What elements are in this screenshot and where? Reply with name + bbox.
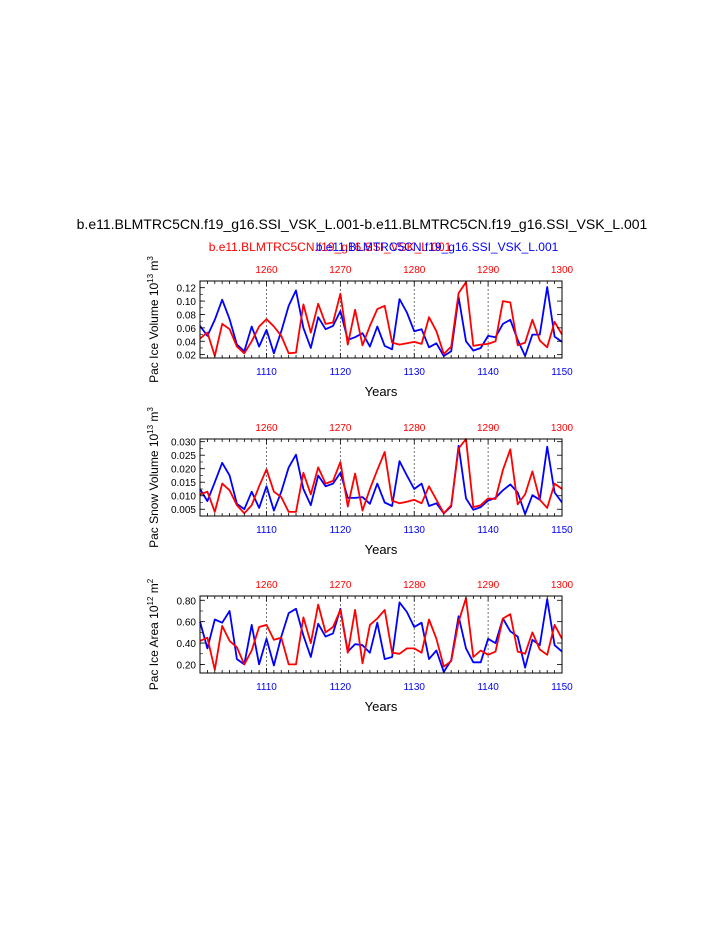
- y-axis-title-part: 3: [146, 256, 155, 261]
- y-tick-label: 0.04: [177, 337, 197, 348]
- y-tick-label: 0.06: [177, 324, 197, 335]
- series-line-red: [199, 438, 563, 515]
- x-tick-label-bottom: 1150: [551, 525, 573, 536]
- plot-frame: [199, 595, 563, 674]
- series-line-blue: [199, 598, 563, 673]
- x-tick-label-bottom: 1130: [403, 367, 425, 378]
- y-axis-title-part: Pac Ice Area 10: [147, 605, 161, 690]
- y-tick-label: 0.020: [171, 465, 196, 476]
- x-tick-label-top: 1280: [403, 265, 426, 276]
- y-tick-label: 0.08: [177, 310, 197, 321]
- chart-panel-1: 1110 1120 1130 1140 1150 1260 1270 1280 1290 1300…: [146, 256, 574, 399]
- y-tick-label: 0.030: [171, 438, 196, 449]
- series-line-red: [199, 281, 563, 357]
- x-tick-label-bottom: 1150: [551, 682, 573, 693]
- x-tick-label-top: 1300: [551, 265, 574, 276]
- y-axis-title-part: 12: [146, 596, 155, 605]
- y-tick-label: 0.015: [171, 478, 196, 489]
- x-tick-label-top: 1270: [329, 423, 352, 434]
- x-axis-title: Years: [365, 699, 398, 714]
- y-axis-title-part: m: [147, 261, 161, 274]
- y-axis-title-part: 13: [146, 273, 155, 282]
- case-label-blue: b.e11.BLMTRC5CN.f19_g16.SSI_VSK_L.001: [316, 240, 559, 254]
- y-axis-title: Pac Ice Volume 1013 m3: [146, 256, 161, 383]
- plot-frame: [199, 280, 563, 359]
- y-axis-title-part: Pac Snow Volume 10: [147, 433, 161, 547]
- x-tick-label-top: 1300: [551, 423, 574, 434]
- x-tick-label-bottom: 1110: [256, 682, 277, 693]
- x-tick-label-top: 1300: [551, 580, 574, 591]
- x-tick-label-bottom: 1140: [477, 682, 499, 693]
- y-tick-label: 0.12: [177, 284, 197, 295]
- chart-panel-2: 1110 1120 1130 1140 1150 1260 1270 1280 1290 1300…: [146, 407, 574, 557]
- x-tick-label-top: 1260: [255, 423, 278, 434]
- series-line-blue: [199, 286, 563, 357]
- plot-frame: [199, 438, 563, 517]
- x-axis-title: Years: [365, 384, 398, 399]
- x-tick-label-bottom: 1110: [256, 525, 277, 536]
- case-label-red: b.e11.BLMTRC5CN.f19_g16.SSI_VSK_L.001: [209, 240, 452, 254]
- x-tick-label-top: 1290: [477, 423, 500, 434]
- y-axis-title-part: 13: [146, 424, 155, 433]
- x-tick-label-top: 1270: [329, 580, 352, 591]
- y-axis-title: Pac Ice Area 1012 m2: [146, 578, 161, 690]
- y-tick-label: 0.025: [171, 451, 196, 462]
- y-tick-label: 0.02: [177, 351, 197, 362]
- y-tick-label: 0.005: [171, 505, 196, 516]
- x-axis-title: Years: [365, 542, 398, 557]
- x-tick-label-top: 1270: [329, 265, 352, 276]
- y-tick-label: 0.20: [177, 660, 197, 671]
- main-title: b.e11.BLMTRC5CN.f19_g16.SSI_VSK_L.001-b.…: [77, 216, 648, 232]
- chart-panel-3: 1110 1120 1130 1140 1150 1260 1270 1280 1290 1300…: [146, 578, 574, 714]
- chart-panels: 1110 1120 1130 1140 1150 1260 1270 1280 1290 1300…: [146, 256, 574, 714]
- y-tick-label: 0.40: [177, 639, 197, 650]
- y-tick-label: 0.010: [171, 492, 196, 503]
- x-tick-label-bottom: 1130: [403, 525, 425, 536]
- y-axis-title-part: m: [147, 583, 161, 596]
- x-tick-label-bottom: 1120: [330, 682, 352, 693]
- y-tick-label: 0.60: [177, 618, 197, 629]
- x-tick-label-top: 1260: [255, 265, 278, 276]
- x-tick-label-top: 1260: [255, 580, 278, 591]
- series-line-red: [199, 597, 563, 671]
- y-axis-title-part: m: [147, 412, 161, 425]
- x-tick-label-bottom: 1120: [330, 367, 352, 378]
- y-axis-title: Pac Snow Volume 1013 m3: [146, 407, 161, 548]
- x-tick-label-bottom: 1120: [330, 525, 352, 536]
- y-axis-title-part: 2: [146, 578, 155, 583]
- x-tick-label-bottom: 1150: [551, 367, 573, 378]
- y-tick-label: 0.80: [177, 596, 197, 607]
- x-tick-label-bottom: 1140: [477, 367, 499, 378]
- x-tick-label-top: 1290: [477, 580, 500, 591]
- x-tick-label-top: 1280: [403, 580, 426, 591]
- series-line-blue: [199, 444, 563, 515]
- x-tick-label-bottom: 1130: [403, 682, 425, 693]
- y-tick-label: 0.10: [177, 297, 197, 308]
- x-tick-label-top: 1280: [403, 423, 426, 434]
- y-axis-title-part: Pac Ice Volume 10: [147, 282, 161, 382]
- x-tick-label-top: 1290: [477, 265, 500, 276]
- x-tick-label-bottom: 1140: [477, 525, 499, 536]
- y-axis-title-part: 3: [146, 407, 155, 412]
- x-tick-label-bottom: 1110: [256, 367, 277, 378]
